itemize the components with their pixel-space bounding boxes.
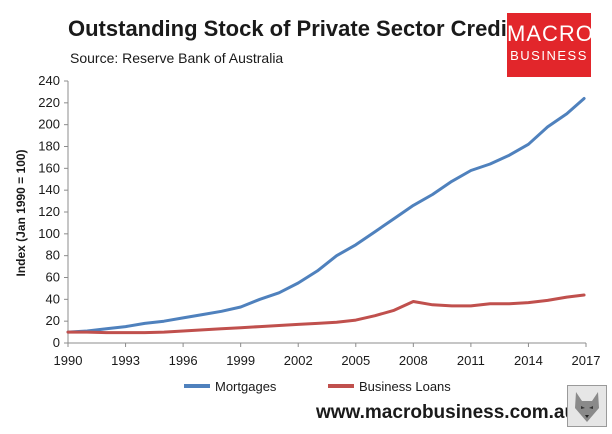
- logo-line-macro: MACRO: [507, 21, 594, 46]
- y-tick-label: 120: [38, 204, 60, 219]
- y-tick-label: 0: [53, 335, 60, 350]
- wolf-logo-icon: [567, 385, 607, 427]
- y-axis-label: Index (Jan 1990 = 100): [14, 149, 28, 276]
- y-tick-label: 20: [46, 313, 60, 328]
- x-tick-label: 1996: [169, 353, 198, 368]
- y-tick-label: 240: [38, 73, 60, 88]
- x-tick-label: 2005: [341, 353, 370, 368]
- x-tick-label: 2011: [457, 353, 485, 368]
- y-tick-label: 200: [38, 117, 60, 132]
- y-tick-label: 40: [46, 291, 60, 306]
- y-tick-label: 220: [38, 95, 60, 110]
- y-tick-label: 140: [38, 182, 60, 197]
- y-tick-label: 180: [38, 139, 60, 154]
- x-tick-label: 1990: [54, 353, 83, 368]
- series-line-mortgages: [66, 97, 586, 334]
- x-tick-label: 2002: [284, 353, 313, 368]
- chart-subtitle: Source: Reserve Bank of Australia: [70, 50, 284, 66]
- x-tick-label: 2008: [399, 353, 428, 368]
- y-tick-label: 60: [46, 270, 60, 285]
- website-url: www.macrobusiness.com.au: [316, 402, 577, 423]
- legend-label-business-loans: Business Loans: [359, 379, 451, 394]
- y-tick-label: 80: [46, 248, 60, 263]
- x-tick-label: 1993: [111, 353, 140, 368]
- y-tick-label: 100: [38, 226, 60, 241]
- chart-axes: 0 20 40 60 80 100 120 140 160 180 200 220 240 1990 199…: [38, 73, 600, 368]
- x-tick-label: 2014: [514, 353, 543, 368]
- macrobusiness-logo: MACRO BUSINESS: [507, 13, 594, 77]
- chart-title: Outstanding Stock of Private Sector Cred…: [68, 16, 515, 41]
- chart-series: [66, 97, 586, 335]
- logo-line-business: BUSINESS: [510, 48, 588, 63]
- series-line-business-loans: [66, 293, 586, 335]
- x-tick-label: 2017: [572, 353, 601, 368]
- y-tick-label: 160: [38, 160, 60, 175]
- legend: Mortgages Business Loans: [184, 379, 451, 394]
- x-tick-label: 1999: [226, 353, 255, 368]
- legend-label-mortgages: Mortgages: [215, 379, 277, 394]
